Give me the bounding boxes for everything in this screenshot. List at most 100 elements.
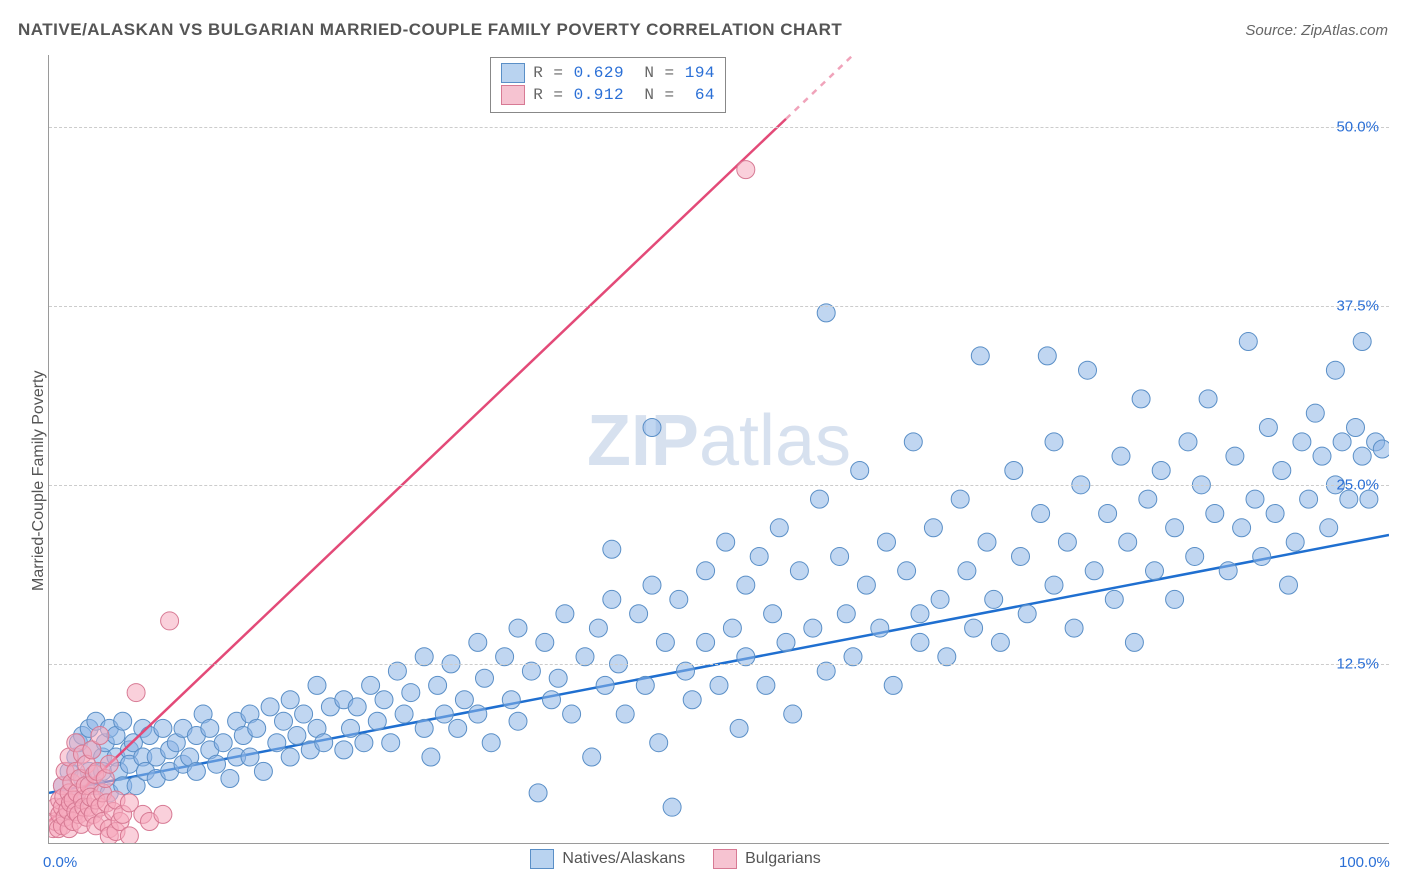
data-point (449, 719, 467, 737)
data-point (362, 676, 380, 694)
data-point (422, 748, 440, 766)
legend-label: Natives/Alaskans (562, 850, 685, 868)
data-point (757, 676, 775, 694)
data-point (556, 605, 574, 623)
data-point (1373, 440, 1389, 458)
data-point (415, 719, 433, 737)
trend-line (49, 119, 786, 822)
legend-swatch (501, 63, 525, 83)
data-point (187, 762, 205, 780)
data-point (348, 698, 366, 716)
data-point (1166, 519, 1184, 537)
data-point (616, 705, 634, 723)
data-point (1239, 333, 1257, 351)
plot-area: ZIPatlas 12.5%25.0%37.5%50.0%0.0%100.0% (48, 55, 1389, 844)
data-point (161, 612, 179, 630)
legend-swatch (530, 849, 554, 869)
data-point (154, 719, 172, 737)
data-point (1018, 605, 1036, 623)
data-point (254, 762, 272, 780)
data-point (455, 691, 473, 709)
source-attribution: Source: ZipAtlas.com (1245, 22, 1388, 39)
legend-swatch (713, 849, 737, 869)
stat-legend-text: R = 0.912 N = 64 (533, 84, 715, 106)
data-point (965, 619, 983, 637)
data-point (368, 712, 386, 730)
data-point (1105, 590, 1123, 608)
data-point (589, 619, 607, 637)
data-point (583, 748, 601, 766)
data-point (603, 590, 621, 608)
data-point (730, 719, 748, 737)
data-point (770, 519, 788, 537)
data-point (764, 605, 782, 623)
data-point (1112, 447, 1130, 465)
data-point (1333, 433, 1351, 451)
x-tick-label: 0.0% (43, 854, 77, 871)
data-point (1306, 404, 1324, 422)
data-point (1259, 419, 1277, 437)
gridline (49, 664, 1389, 665)
data-point (985, 590, 1003, 608)
data-point (1313, 447, 1331, 465)
data-point (1079, 361, 1097, 379)
data-point (837, 605, 855, 623)
data-point (904, 433, 922, 451)
chart-title: NATIVE/ALASKAN VS BULGARIAN MARRIED-COUP… (18, 20, 842, 40)
data-point (1286, 533, 1304, 551)
data-point (777, 633, 795, 651)
data-point (643, 419, 661, 437)
data-point (1146, 562, 1164, 580)
data-point (630, 605, 648, 623)
stat-legend-row: R = 0.629 N = 194 (501, 62, 715, 84)
data-point (971, 347, 989, 365)
data-point (697, 633, 715, 651)
data-point (1032, 504, 1050, 522)
y-tick-label: 37.5% (1336, 297, 1379, 314)
data-point (884, 676, 902, 694)
data-point (241, 748, 259, 766)
y-axis-label: Married-Couple Family Poverty (30, 370, 48, 591)
data-point (1273, 461, 1291, 479)
data-point (1038, 347, 1056, 365)
data-point (1099, 504, 1117, 522)
data-point (931, 590, 949, 608)
data-point (1353, 333, 1371, 351)
data-point (335, 741, 353, 759)
data-point (100, 755, 118, 773)
legend-item: Natives/Alaskans (530, 849, 685, 869)
data-point (1119, 533, 1137, 551)
data-point (790, 562, 808, 580)
scatter-plot-svg (49, 55, 1389, 843)
data-point (549, 669, 567, 687)
data-point (435, 705, 453, 723)
data-point (402, 684, 420, 702)
data-point (469, 633, 487, 651)
data-point (482, 734, 500, 752)
data-point (248, 719, 266, 737)
data-point (1326, 361, 1344, 379)
data-point (991, 633, 1009, 651)
data-point (281, 691, 299, 709)
data-point (120, 827, 138, 843)
data-point (1125, 633, 1143, 651)
data-point (1186, 547, 1204, 565)
data-point (650, 734, 668, 752)
data-point (1012, 547, 1030, 565)
data-point (603, 540, 621, 558)
legend-swatch (501, 85, 525, 105)
data-point (871, 619, 889, 637)
data-point (563, 705, 581, 723)
data-point (1233, 519, 1251, 537)
data-point (509, 712, 527, 730)
data-point (1199, 390, 1217, 408)
gridline (49, 485, 1389, 486)
data-point (1253, 547, 1271, 565)
data-point (1280, 576, 1298, 594)
y-tick-label: 50.0% (1336, 118, 1379, 135)
data-point (1152, 461, 1170, 479)
data-point (898, 562, 916, 580)
data-point (924, 519, 942, 537)
data-point (737, 576, 755, 594)
data-point (1293, 433, 1311, 451)
